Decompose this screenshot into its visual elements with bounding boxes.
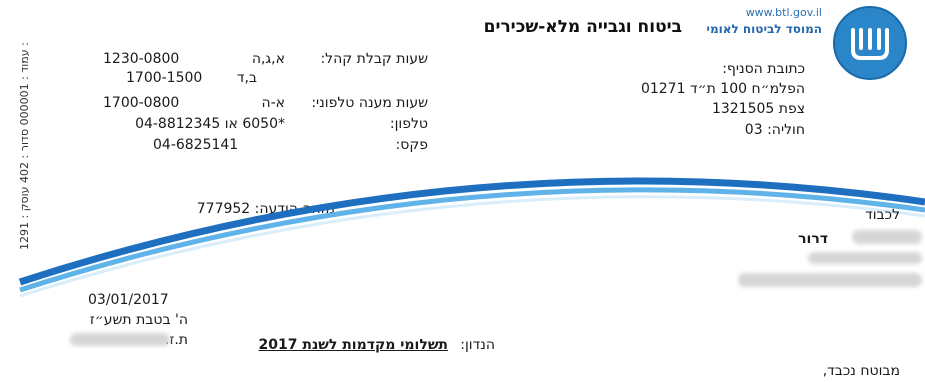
- redacted-name: [852, 230, 922, 244]
- fax-value: 04-6825141: [153, 137, 239, 153]
- phone-hours-label: שעות מענה טלפוני:: [311, 95, 428, 111]
- branch-address-label: כתובת הסניף:: [722, 61, 805, 77]
- greeting: מבוטח נכבד,: [822, 363, 900, 379]
- phone-time: 1700-0800: [103, 95, 180, 111]
- phone-value: *6050 או 04-8812345: [135, 116, 285, 132]
- org-name: המוסד לביטוח לאומי: [706, 22, 822, 36]
- reception-hours-label: שעות קבלת קהל:: [320, 51, 428, 67]
- id-label: ת.ז.: [165, 332, 188, 348]
- date-gregorian: 03/01/2017: [88, 292, 169, 308]
- date-hebrew: ה' בטבת תשע״ז: [89, 312, 188, 328]
- redacted-id: [70, 333, 170, 346]
- reception-days-2: ב,ד: [236, 70, 257, 86]
- subject-text: תשלומי מקדמות לשנת 2017: [258, 337, 448, 353]
- reception-time-2: 1700-1500: [126, 70, 203, 86]
- recipient-to: לכבוד: [865, 207, 900, 223]
- subject-label: הנדון:: [460, 337, 495, 353]
- branch-city: צפת 1321505: [711, 101, 805, 117]
- phone-label: טלפון:: [389, 116, 428, 132]
- branch-code: חוליה: 03: [744, 122, 805, 138]
- recipient-name: דרור: [798, 231, 828, 247]
- reception-days-1: א,ג,ה: [251, 51, 285, 67]
- redacted-address-1: [808, 252, 922, 264]
- website-url[interactable]: www.btl.gov.il: [745, 6, 822, 19]
- document-title: ביטוח וגבייה מלא-שכירים: [483, 17, 682, 37]
- btl-logo-icon: [833, 6, 907, 80]
- phone-days: א-ה: [261, 95, 285, 111]
- reception-time-1: 1230-0800: [103, 51, 180, 67]
- redacted-address-2: [738, 273, 922, 287]
- notice-id: מזהה הודעה: 777952: [196, 201, 335, 217]
- branch-street: הפלמ״ח 100 ת״ד 01271: [640, 81, 805, 97]
- fax-label: פקס:: [395, 137, 428, 153]
